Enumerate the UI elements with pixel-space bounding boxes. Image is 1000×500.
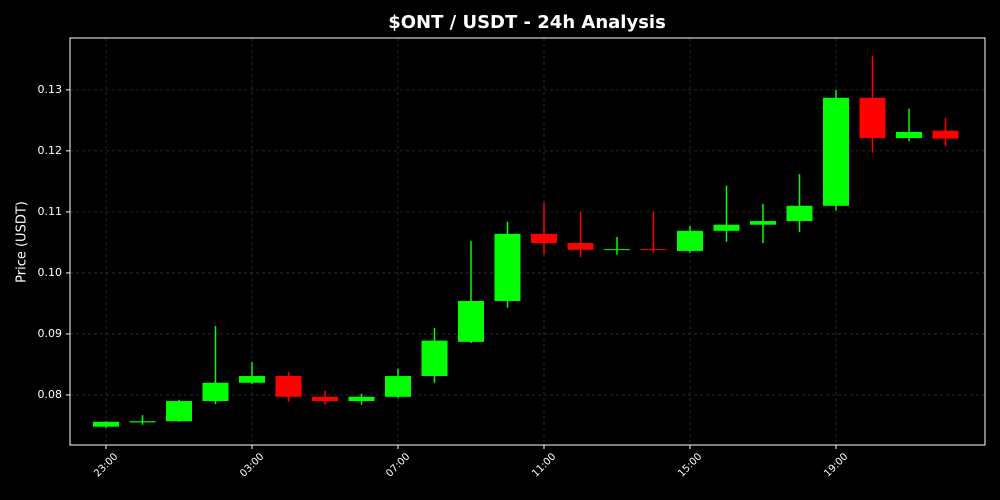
y-tick-label: 0.10 — [38, 266, 63, 279]
candle-body — [166, 401, 192, 422]
y-tick-label: 0.13 — [38, 83, 63, 96]
candle-body — [823, 97, 849, 206]
candle-body — [750, 221, 776, 225]
candle-body — [202, 382, 229, 402]
candle-body — [458, 300, 484, 342]
candle-body — [494, 233, 521, 301]
candle-body — [93, 421, 119, 427]
y-axis-label: Price (USDT) — [15, 201, 30, 283]
candle-body — [677, 230, 703, 251]
candle-body — [275, 376, 302, 397]
y-tick-label: 0.09 — [38, 327, 63, 340]
candle-body — [932, 130, 959, 139]
candle-body — [640, 249, 667, 251]
candle-body — [713, 224, 740, 231]
candle-body — [239, 376, 265, 383]
candle-body — [896, 131, 922, 139]
candle-body — [567, 243, 594, 250]
chart-title: $ONT / USDT - 24h Analysis — [388, 12, 666, 33]
candle-body — [312, 396, 338, 402]
candle-body — [859, 97, 886, 139]
candle-body — [531, 233, 557, 244]
candle-body — [348, 396, 375, 402]
plot-frame — [69, 37, 986, 446]
candle-body — [129, 421, 156, 423]
candle-body — [786, 205, 813, 222]
candle-body — [385, 376, 411, 397]
y-tick-label: 0.08 — [38, 388, 63, 401]
y-tick-label: 0.11 — [38, 205, 63, 218]
y-tick-label: 0.12 — [38, 144, 63, 157]
candle-body — [604, 249, 630, 251]
candle-body — [421, 340, 448, 377]
